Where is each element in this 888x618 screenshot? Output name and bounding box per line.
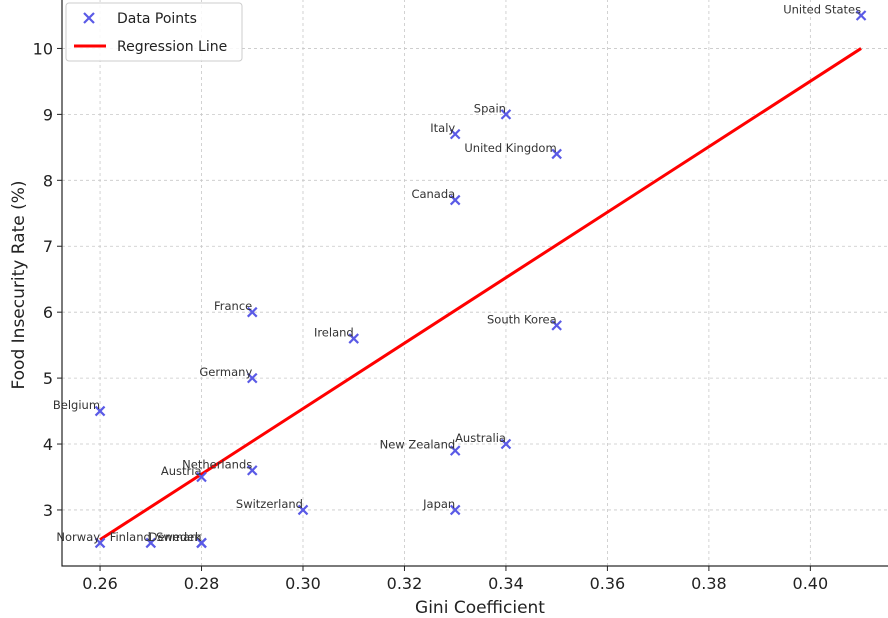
data-point-label: Australia bbox=[455, 431, 506, 445]
data-point-label: Finland bbox=[110, 530, 151, 544]
legend-box bbox=[65, 2, 243, 62]
tick-layer: 0.26 0.28 0.30 0.32 0.34 0.36 0.38 0.40 3 4 5 6 7 8 9 1… bbox=[33, 39, 829, 593]
legend-marker-x-icon bbox=[83, 12, 95, 24]
data-point-marker bbox=[246, 465, 258, 476]
data-point-marker bbox=[297, 504, 309, 516]
y-tick-label: 4 bbox=[43, 435, 53, 454]
data-point-marker bbox=[348, 333, 360, 344]
data-point-label: Spain bbox=[474, 101, 506, 115]
y-tick-label: 6 bbox=[43, 303, 53, 322]
legend: Data Points Regression Line bbox=[65, 2, 243, 62]
data-point-label: Japan bbox=[422, 497, 455, 511]
y-tick-label: 7 bbox=[43, 237, 53, 256]
y-tick-label: 5 bbox=[43, 369, 53, 388]
x-tick-label: 0.28 bbox=[184, 574, 220, 593]
data-point-label: Sweden bbox=[156, 530, 201, 544]
data-point-label: Denmark bbox=[149, 530, 202, 544]
data-point-label: Belgium bbox=[53, 398, 100, 412]
grid-layer bbox=[62, 0, 888, 566]
data-point-marker bbox=[500, 109, 512, 120]
x-tick-label: 0.30 bbox=[285, 574, 321, 593]
data-point-marker bbox=[145, 537, 157, 549]
y-tick-label: 3 bbox=[43, 501, 53, 520]
data-point-label: South Korea bbox=[487, 312, 557, 326]
x-tick-label: 0.36 bbox=[590, 574, 626, 593]
data-point-label: Switzerland bbox=[236, 497, 303, 511]
data-point-label: Canada bbox=[411, 187, 455, 201]
data-point-marker bbox=[551, 148, 562, 160]
axes-layer bbox=[61, 0, 888, 567]
y-tick-label: 10 bbox=[33, 39, 53, 58]
data-point-label: Norway bbox=[56, 530, 100, 544]
data-point-label: Ireland bbox=[314, 326, 354, 340]
data-point-marker bbox=[551, 320, 562, 331]
data-point-marker bbox=[94, 537, 106, 549]
data-point-marker bbox=[94, 405, 106, 417]
x-tick-label: 0.32 bbox=[387, 574, 423, 593]
plot-frame bbox=[61, 0, 888, 567]
data-point-marker bbox=[246, 372, 258, 384]
x-axis-label: Gini Coefficient bbox=[415, 598, 545, 618]
data-point-label: Austria bbox=[161, 464, 202, 478]
regression-line bbox=[99, 47, 862, 541]
data-point-marker bbox=[449, 194, 461, 206]
data-point-label: France bbox=[214, 299, 252, 313]
data-point-marker bbox=[196, 471, 207, 483]
y-tick-label: 8 bbox=[43, 171, 53, 190]
legend-label-data-points: Data Points bbox=[117, 11, 197, 27]
data-point-label: New Zealand bbox=[380, 438, 456, 452]
data-point-label: Netherlands bbox=[182, 457, 252, 471]
legend-label-regression-line: Regression Line bbox=[117, 39, 227, 55]
data-point-marker bbox=[246, 306, 258, 318]
x-tick-label: 0.26 bbox=[82, 574, 118, 593]
data-point-marker bbox=[449, 128, 461, 140]
x-tick-label: 0.40 bbox=[793, 574, 829, 593]
data-point-label: Italy bbox=[430, 121, 455, 135]
y-tick-label: 9 bbox=[43, 105, 53, 124]
x-tick-label: 0.34 bbox=[488, 574, 524, 593]
data-points-layer bbox=[94, 10, 867, 549]
x-tick-label: 0.38 bbox=[691, 574, 727, 593]
data-point-label: United States bbox=[783, 2, 861, 16]
data-point-label: Germany bbox=[199, 365, 252, 379]
y-axis-label: Food Insecurity Rate (%) bbox=[9, 180, 29, 389]
data-point-marker bbox=[449, 445, 461, 456]
data-point-marker bbox=[449, 504, 461, 516]
regression-line-layer bbox=[99, 47, 862, 541]
data-point-marker bbox=[855, 10, 867, 21]
data-point-marker bbox=[500, 438, 512, 450]
data-point-marker bbox=[196, 537, 207, 549]
data-point-label: United Kingdom bbox=[464, 141, 556, 155]
point-labels-layer: United States Spain Italy United Kingdom Can… bbox=[53, 2, 861, 543]
